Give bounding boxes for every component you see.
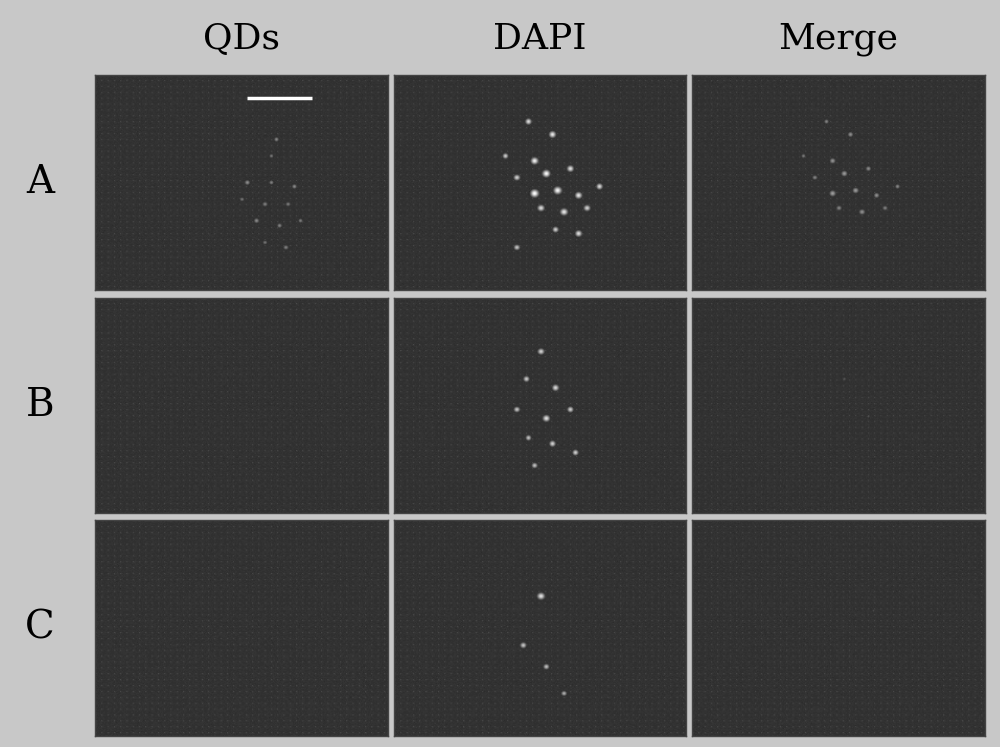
Text: Merge: Merge <box>779 22 899 56</box>
Text: DAPI: DAPI <box>493 22 587 56</box>
Text: B: B <box>26 387 54 424</box>
Text: C: C <box>25 610 55 647</box>
Text: QDs: QDs <box>203 22 280 56</box>
Text: A: A <box>26 164 54 201</box>
